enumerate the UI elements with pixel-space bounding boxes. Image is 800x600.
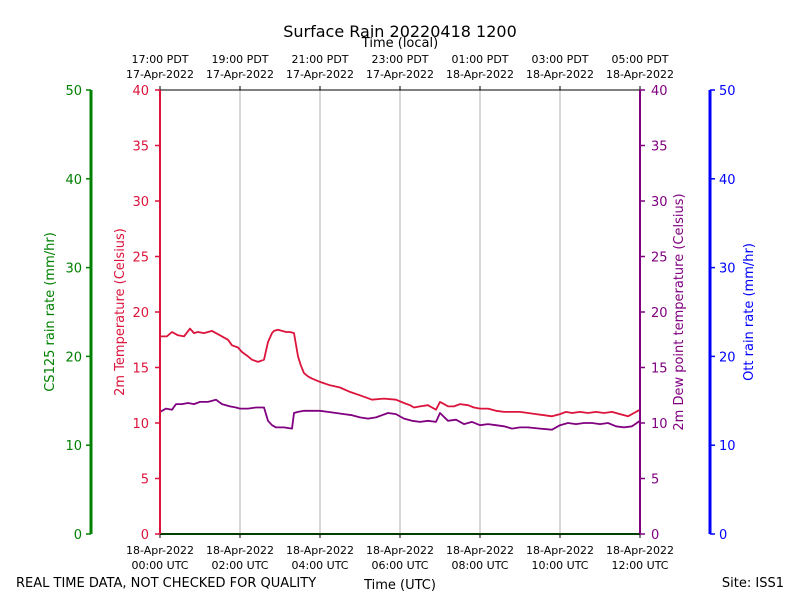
x-tick-label-utc-date: 18-Apr-2022 — [526, 544, 594, 557]
site-label: Site: ISS1 — [721, 576, 784, 591]
x-tick-label-utc-time: 02:00 UTC — [211, 559, 268, 572]
temp-axis-tick-label: 40 — [132, 84, 149, 99]
cs125-axis-tick-label: 20 — [65, 350, 82, 365]
ott-axis-tick-label: 40 — [719, 173, 736, 188]
ott-axis-tick-label: 30 — [719, 262, 736, 277]
x-tick-label-utc-date: 18-Apr-2022 — [126, 544, 194, 557]
x-axis-title: Time (UTC) — [363, 578, 436, 593]
temp-axis-tick-label: 35 — [132, 140, 149, 155]
temp-axis-tick-label: 5 — [141, 473, 149, 488]
series-2m-temperature — [160, 327, 641, 418]
x-tick-label-utc-time: 10:00 UTC — [531, 559, 588, 572]
dew-axis-tick-label: 0 — [651, 528, 659, 543]
dew-axis-tick-label: 25 — [651, 251, 668, 266]
temp-axis-tick-label: 15 — [132, 362, 149, 377]
x-tick-label-utc-time: 00:00 UTC — [131, 559, 188, 572]
x-tick-label-utc-time: 04:00 UTC — [291, 559, 348, 572]
temp-axis-tick-label: 25 — [132, 251, 149, 266]
x-tick-label-local-time: 01:00 PDT — [451, 53, 508, 66]
x-tick-label-local-date: 18-Apr-2022 — [446, 68, 514, 81]
dew-axis-tick-label: 30 — [651, 195, 668, 210]
ott-axis-tick-label: 0 — [719, 528, 727, 543]
temp-axis-tick-label: 0 — [141, 528, 149, 543]
cs125-axis-tick-label: 30 — [65, 262, 82, 277]
chart-title: Surface Rain 20220418 1200 — [283, 22, 517, 41]
cs125-axis-title: CS125 rain rate (mm/hr) — [43, 232, 58, 392]
dew-axis-tick-label: 10 — [651, 417, 668, 432]
x-tick-label-local-date: 18-Apr-2022 — [526, 68, 594, 81]
dew-axis-tick-label: 15 — [651, 362, 668, 377]
top-axis-title: Time (local) — [361, 36, 438, 51]
ott-axis-tick-label: 50 — [719, 84, 736, 99]
x-tick-label-utc-date: 18-Apr-2022 — [606, 544, 674, 557]
x-tick-label-utc-date: 18-Apr-2022 — [206, 544, 274, 557]
x-tick-label-utc-date: 18-Apr-2022 — [286, 544, 354, 557]
grid-lines — [239, 90, 561, 534]
dew-axis-tick-label: 20 — [651, 306, 668, 321]
dew-axis-tick-label: 40 — [651, 84, 668, 99]
temp-axis-tick-label: 20 — [132, 306, 149, 321]
x-tick-label-utc-date: 18-Apr-2022 — [446, 544, 514, 557]
x-tick-label-local-time: 03:00 PDT — [531, 53, 588, 66]
x-tick-label-local-date: 18-Apr-2022 — [606, 68, 674, 81]
cs125-axis-tick-label: 50 — [65, 84, 82, 99]
dew-axis-tick-label: 35 — [651, 140, 668, 155]
dew-axis-title: 2m Dew point temperature (Celsius) — [672, 193, 687, 430]
x-tick-label-local-date: 17-Apr-2022 — [286, 68, 354, 81]
x-tick-label-local-time: 21:00 PDT — [291, 53, 348, 66]
x-tick-label-local-time: 19:00 PDT — [211, 53, 268, 66]
x-tick-label-utc-time: 08:00 UTC — [451, 559, 508, 572]
axes: 18-Apr-2022 00:00 UTC 17:00 PDT 17-Apr-2022… — [43, 53, 757, 572]
x-tick-label-local-date: 17-Apr-2022 — [206, 68, 274, 81]
x-tick-label-local-time: 17:00 PDT — [131, 53, 188, 66]
ott-axis-tick-label: 20 — [719, 350, 736, 365]
quality-disclaimer: REAL TIME DATA, NOT CHECKED FOR QUALITY — [16, 576, 317, 591]
cs125-axis-tick-label: 40 — [65, 173, 82, 188]
temp-axis-tick-label: 30 — [132, 195, 149, 210]
temp-axis-tick-label: 10 — [132, 417, 149, 432]
ott-axis-tick-label: 10 — [719, 439, 736, 454]
x-tick-label-local-time: 23:00 PDT — [371, 53, 428, 66]
series-2m-dew-point-temperature — [159, 398, 641, 431]
ott-axis-title: Ott rain rate (mm/hr) — [742, 243, 757, 381]
x-tick-label-utc-time: 06:00 UTC — [371, 559, 428, 572]
cs125-axis-tick-label: 0 — [74, 528, 82, 543]
x-tick-label-local-time: 05:00 PDT — [611, 53, 668, 66]
temp-axis-title: 2m Temperature (Celsius) — [113, 228, 128, 396]
dew-axis-tick-label: 5 — [651, 473, 659, 488]
x-tick-label-local-date: 17-Apr-2022 — [366, 68, 434, 81]
x-tick-label-utc-time: 12:00 UTC — [611, 559, 668, 572]
x-tick-label-local-date: 17-Apr-2022 — [126, 68, 194, 81]
cs125-axis-tick-label: 10 — [65, 439, 82, 454]
x-tick-label-utc-date: 18-Apr-2022 — [366, 544, 434, 557]
